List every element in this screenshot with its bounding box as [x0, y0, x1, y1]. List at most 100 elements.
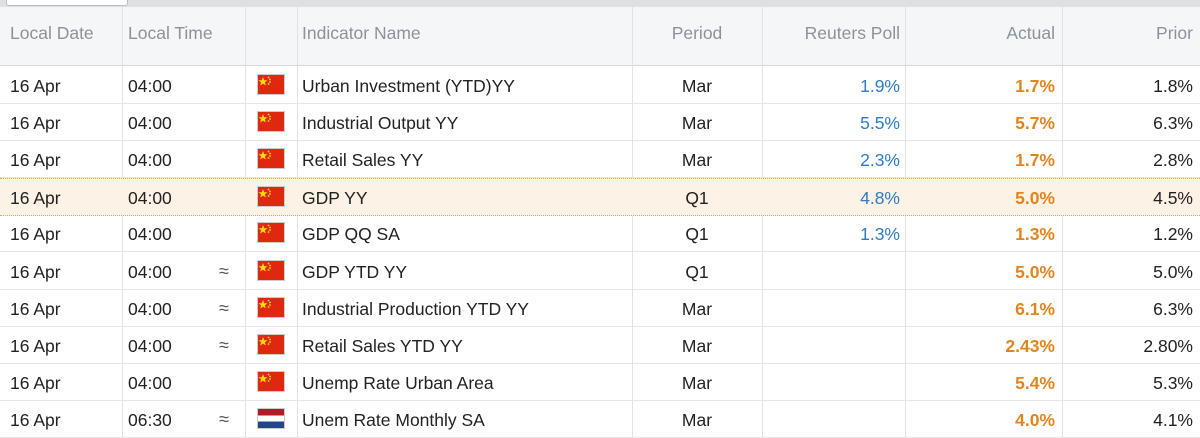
- date-cell: 16 Apr: [10, 261, 61, 282]
- indicator-cell: GDP QQ SA: [302, 224, 400, 245]
- period-cell: Mar: [681, 335, 713, 356]
- actual-cell: 2.43%: [1005, 335, 1055, 356]
- country-flag: [258, 187, 284, 207]
- indicator-cell: Retail Sales YY: [302, 150, 424, 171]
- actual-cell: 5.4%: [1015, 372, 1055, 393]
- time-cell: 06:30: [128, 409, 172, 430]
- prior-cell: 2.80%: [1143, 335, 1193, 356]
- actual-cell: 5.0%: [1015, 261, 1055, 282]
- prior-cell: 4.5%: [1153, 188, 1193, 209]
- date-cell: 16 Apr: [10, 188, 61, 209]
- time-cell: 04:00: [128, 188, 172, 209]
- prior-cell: 6.3%: [1153, 113, 1193, 134]
- column-header[interactable]: Indicator Name: [302, 23, 421, 43]
- country-flag: [258, 149, 284, 169]
- column-divider: [297, 7, 298, 438]
- actual-cell: 6.1%: [1015, 298, 1055, 319]
- prior-cell: 2.8%: [1153, 150, 1193, 171]
- period-cell: Q1: [685, 188, 709, 209]
- country-flag: [258, 75, 284, 94]
- date-cell: 16 Apr: [10, 113, 61, 134]
- poll-cell: 1.3%: [860, 224, 900, 245]
- flag-stars: [258, 262, 271, 271]
- prior-cell: 4.1%: [1153, 409, 1193, 430]
- poll-cell: 1.9%: [860, 76, 900, 96]
- column-header[interactable]: Local Time: [128, 23, 213, 43]
- indicator-cell: GDP YY: [302, 188, 368, 209]
- date-cell: 16 Apr: [10, 409, 61, 430]
- actual-cell: 4.0%: [1015, 409, 1055, 430]
- event-row[interactable]: 16 Apr 04:00 Industrial Output YY Mar 5.5% 5.…: [0, 104, 1200, 142]
- event-row[interactable]: 16 Apr 04:00 GDP YTD YY Q1 5.0% 5.0% ≈: [0, 253, 1200, 290]
- time-cell: 04:00: [128, 261, 172, 282]
- period-cell: Mar: [681, 76, 713, 96]
- period-cell: Q1: [685, 261, 709, 282]
- column-header[interactable]: Actual: [1006, 23, 1055, 43]
- flag-stars: [258, 299, 271, 309]
- event-row[interactable]: 16 Apr 06:30 Unem Rate Monthly SA Mar 4.0% 4.…: [0, 401, 1200, 438]
- date-cell: 16 Apr: [10, 298, 61, 319]
- column-divider: [905, 7, 906, 438]
- flag-stars: [258, 336, 271, 346]
- time-cell: 04:00: [128, 224, 172, 245]
- time-cell: 04:00: [128, 150, 172, 171]
- flag-stars: [258, 150, 271, 160]
- event-row[interactable]: 16 Apr 04:00 GDP YY Q1 4.8% 5.0% 4.5%: [0, 178, 1200, 217]
- flag-stars: [258, 188, 271, 198]
- prior-cell: 5.0%: [1153, 261, 1193, 282]
- date-cell: 16 Apr: [10, 224, 61, 245]
- time-cell: 04:00: [128, 372, 172, 393]
- column-divider: [1062, 7, 1063, 438]
- time-cell: 04:00: [128, 113, 172, 134]
- column-header[interactable]: Reuters Poll: [804, 23, 900, 43]
- country-flag: [258, 223, 284, 243]
- country-flag: [258, 260, 284, 280]
- toolbar: [0, 0, 1200, 7]
- column-header[interactable]: Prior: [1156, 23, 1193, 43]
- country-flag: [258, 408, 284, 428]
- actual-cell: 1.7%: [1015, 76, 1055, 96]
- period-cell: Mar: [681, 372, 713, 393]
- indicator-cell: GDP YTD YY: [302, 261, 408, 282]
- period-cell: Q1: [685, 224, 709, 245]
- approx-icon: ≈: [219, 334, 229, 355]
- event-row[interactable]: 16 Apr 04:00 Retail Sales YY Mar 2.3% 1.7% 2.8…: [0, 141, 1200, 179]
- date-cell: 16 Apr: [10, 150, 61, 171]
- column-divider: [632, 7, 633, 438]
- flag-stars: [258, 76, 271, 86]
- time-cell: 04:00: [128, 335, 172, 356]
- column-divider: [245, 7, 246, 438]
- event-row[interactable]: 16 Apr 04:00 Industrial Production YTD YY M…: [0, 290, 1200, 327]
- indicator-cell: Unemp Rate Urban Area: [302, 372, 494, 393]
- country-flag: [258, 112, 284, 132]
- actual-cell: 1.7%: [1015, 150, 1055, 171]
- event-row[interactable]: 16 Apr 04:00 Retail Sales YTD YY Mar 2.43% 2.…: [0, 327, 1200, 364]
- date-cell: 16 Apr: [10, 372, 61, 393]
- time-cell: 04:00: [128, 76, 172, 96]
- period-cell: Mar: [681, 409, 713, 430]
- flag-stars: [258, 224, 271, 234]
- event-row[interactable]: 16 Apr 04:00 Unemp Rate Urban Area Mar 5.4% 5…: [0, 364, 1200, 401]
- flag-stars: [258, 373, 271, 383]
- indicator-cell: Retail Sales YTD YY: [302, 335, 463, 356]
- indicator-cell: Urban Investment (YTD)YY: [302, 76, 515, 96]
- indicator-cell: Industrial Output YY: [302, 113, 459, 134]
- toolbar-button[interactable]: [6, 0, 128, 6]
- column-header[interactable]: Period: [671, 23, 723, 43]
- period-cell: Mar: [681, 113, 713, 134]
- prior-cell: 1.2%: [1153, 224, 1193, 245]
- approx-icon: ≈: [219, 297, 229, 318]
- event-row[interactable]: 16 Apr 04:00 GDP QQ SA Q1 1.3% 1.3% 1.2%: [0, 215, 1200, 253]
- event-row[interactable]: 16 Apr 04:00 Urban Investment (YTD)YY Mar 1.…: [0, 67, 1200, 105]
- actual-cell: 1.3%: [1015, 224, 1055, 245]
- indicator-cell: Unem Rate Monthly SA: [302, 409, 485, 430]
- country-flag: [258, 371, 284, 391]
- poll-cell: 4.8%: [860, 188, 900, 209]
- date-cell: 16 Apr: [10, 335, 61, 356]
- column-divider: [762, 7, 763, 438]
- country-flag: [258, 297, 284, 317]
- actual-cell: 5.7%: [1015, 113, 1055, 134]
- column-header[interactable]: Local Date: [10, 23, 94, 43]
- header-row: Local Date Local Time Indicator Name Period…: [0, 7, 1200, 66]
